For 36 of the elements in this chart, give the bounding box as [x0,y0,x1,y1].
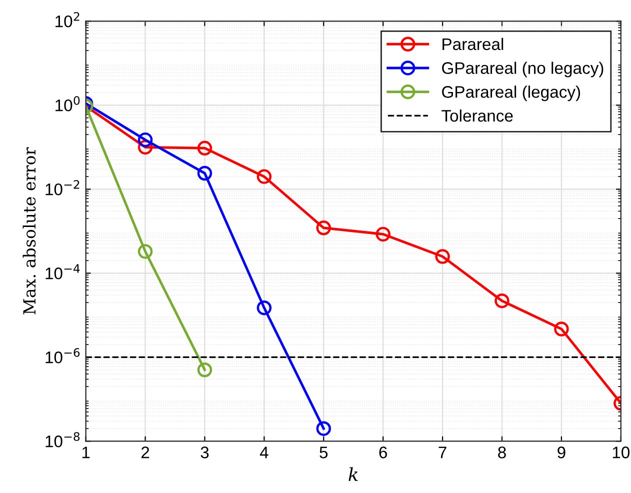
x-tick-label: 9 [558,446,566,458]
point [435,249,450,264]
y-tick-label: 10$^{2}$ [56,12,80,28]
point [554,322,569,336]
point [138,244,153,259]
y-tick-label: 10$^{0}$ [56,96,80,112]
point [138,140,153,155]
legend-label: Parareal [442,38,504,50]
legend-label: Tolerance [442,109,513,122]
point [494,293,510,308]
legend-label: GParareal (no legacy) [442,62,604,78]
y-tick-label: 10$^{−2}$ [46,180,80,196]
point [316,220,331,236]
point [376,226,390,242]
point [138,132,153,148]
point [197,362,212,378]
point [256,300,272,316]
point [316,421,331,436]
legend-label: GParareal (legacy) [442,86,580,102]
x-tick-label: 4 [260,446,268,458]
y-tick-label: 10$^{−4}$ [46,264,80,280]
point [197,140,212,156]
y-axis-title: Max. absolute error [22,147,36,314]
y-tick-label: 10$^{−6}$ [46,348,80,364]
y-tick-label: 10$^{−8}$ [46,432,80,448]
x-tick-label: 3 [200,446,209,458]
x-axis-title: k [348,467,358,481]
x-tick-label: 6 [379,446,387,458]
point [256,169,272,184]
x-tick-label: 5 [320,446,328,458]
x-tick-label: 1 [82,446,90,458]
x-tick-label: 8 [498,446,506,458]
point [197,166,212,181]
x-tick-label: 2 [141,446,150,458]
x-tick-label: 10 [612,446,630,458]
x-tick-label: 7 [438,446,446,458]
